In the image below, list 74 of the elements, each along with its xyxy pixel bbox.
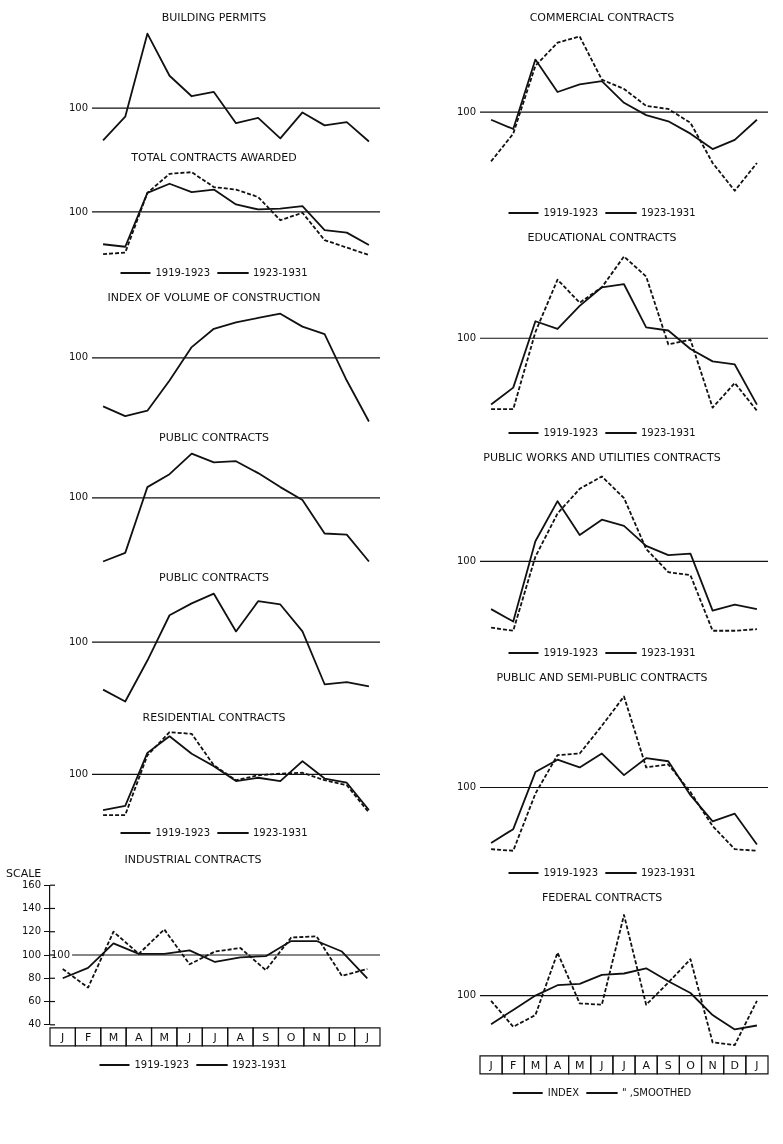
legend-label: 1923-1931 [641, 646, 696, 658]
legend-label: INDEX [547, 1086, 580, 1098]
chart-title: PUBLIC CONTRACTS [159, 571, 269, 585]
x-tick-label: M [159, 1031, 169, 1045]
x-tick-label: J [60, 1031, 65, 1045]
chart-title: PUBLIC AND SEMI-PUBLIC CONTRACTS [496, 671, 708, 685]
x-tick-label: S [664, 1059, 672, 1073]
x-tick-label: M [530, 1059, 541, 1073]
y-axis-title: SCALE [6, 866, 42, 880]
text: 100 [456, 331, 476, 343]
y-tick-label: 140 [21, 902, 41, 914]
chart-title: RESIDENTIAL CONTRACTS [142, 711, 286, 725]
chart-title: TOTAL CONTRACTS AWARDED [130, 151, 297, 165]
x-tick-label: J [621, 1059, 626, 1073]
x-tick-label: A [236, 1031, 245, 1045]
text: 100 [68, 101, 88, 113]
legend-label: " ,SMOOTHED [621, 1086, 692, 1098]
x-tick-label: J [212, 1031, 217, 1045]
text: 100 [68, 205, 88, 217]
chart-title: EDUCATIONAL CONTRACTS [527, 231, 677, 245]
x-tick-label: A [553, 1059, 562, 1073]
legend-label: 1923-1931 [641, 206, 696, 218]
y-tick-label: 60 [28, 995, 41, 1007]
x-tick-label: N [312, 1031, 321, 1045]
legend-label: 1919-1923 [155, 266, 211, 278]
text: 100 [456, 781, 476, 793]
text: 100 [68, 635, 88, 647]
x-tick-label: D [337, 1031, 347, 1045]
x-tick-label: A [642, 1059, 651, 1073]
x-tick-label: A [135, 1031, 144, 1045]
legend-label: 1919-1923 [543, 426, 599, 438]
y-tick-label: 160 [21, 878, 41, 890]
y-tick-label: 40 [28, 1018, 41, 1030]
x-tick-label: J [488, 1059, 493, 1073]
x-tick-label: M [574, 1059, 585, 1073]
x-tick-label: S [262, 1031, 270, 1045]
legend-label: 1919-1923 [134, 1058, 190, 1070]
legend-label: 1919-1923 [543, 866, 599, 878]
x-tick-label: J [599, 1059, 604, 1073]
legend-label: 1923-1931 [641, 866, 696, 878]
legend-label: 1919-1923 [543, 646, 599, 658]
chart-title: COMMERCIAL CONTRACTS [529, 11, 675, 25]
chart-title: BUILDING PERMITS [161, 11, 267, 25]
text: 100 [456, 989, 476, 1001]
text: 100 [456, 105, 476, 117]
chart-title: PUBLIC WORKS AND UTILITIES CONTRACTS [483, 451, 721, 465]
x-tick-label: J [754, 1059, 759, 1073]
legend-label: 1919-1923 [155, 826, 211, 838]
y-tick-label: 80 [28, 971, 41, 983]
text: 100 [68, 768, 88, 780]
y-tick-label: 120 [21, 925, 41, 937]
y-tick-label: 100 [21, 948, 41, 960]
text: 100 [68, 351, 88, 363]
x-tick-label: J [364, 1031, 369, 1045]
x-tick-label: J [186, 1031, 192, 1045]
x-tick-label: F [510, 1059, 517, 1073]
text: 100 [456, 554, 476, 566]
legend-label: 1923-1931 [641, 426, 696, 438]
ref-line-label: 100 [51, 948, 71, 960]
x-tick-label: F [84, 1031, 92, 1045]
x-tick-label: D [730, 1059, 740, 1073]
chart-title: FEDERAL CONTRACTS [541, 891, 663, 905]
chart-title: INDUSTRIAL CONTRACTS [124, 853, 262, 867]
x-tick-label: M [108, 1031, 119, 1045]
chart-title: PUBLIC CONTRACTS [159, 431, 269, 445]
x-tick-label: N [708, 1059, 717, 1073]
legend-label: 1919-1923 [543, 206, 599, 218]
legend-label: 1923-1931 [232, 1058, 287, 1070]
legend-label: 1923-1931 [253, 826, 308, 838]
text: 100 [68, 491, 88, 503]
x-tick-label: O [686, 1059, 696, 1073]
x-tick-label: O [286, 1031, 296, 1045]
chart-title: INDEX OF VOLUME OF CONSTRUCTION [107, 291, 321, 305]
legend-label: 1923-1931 [253, 266, 308, 278]
